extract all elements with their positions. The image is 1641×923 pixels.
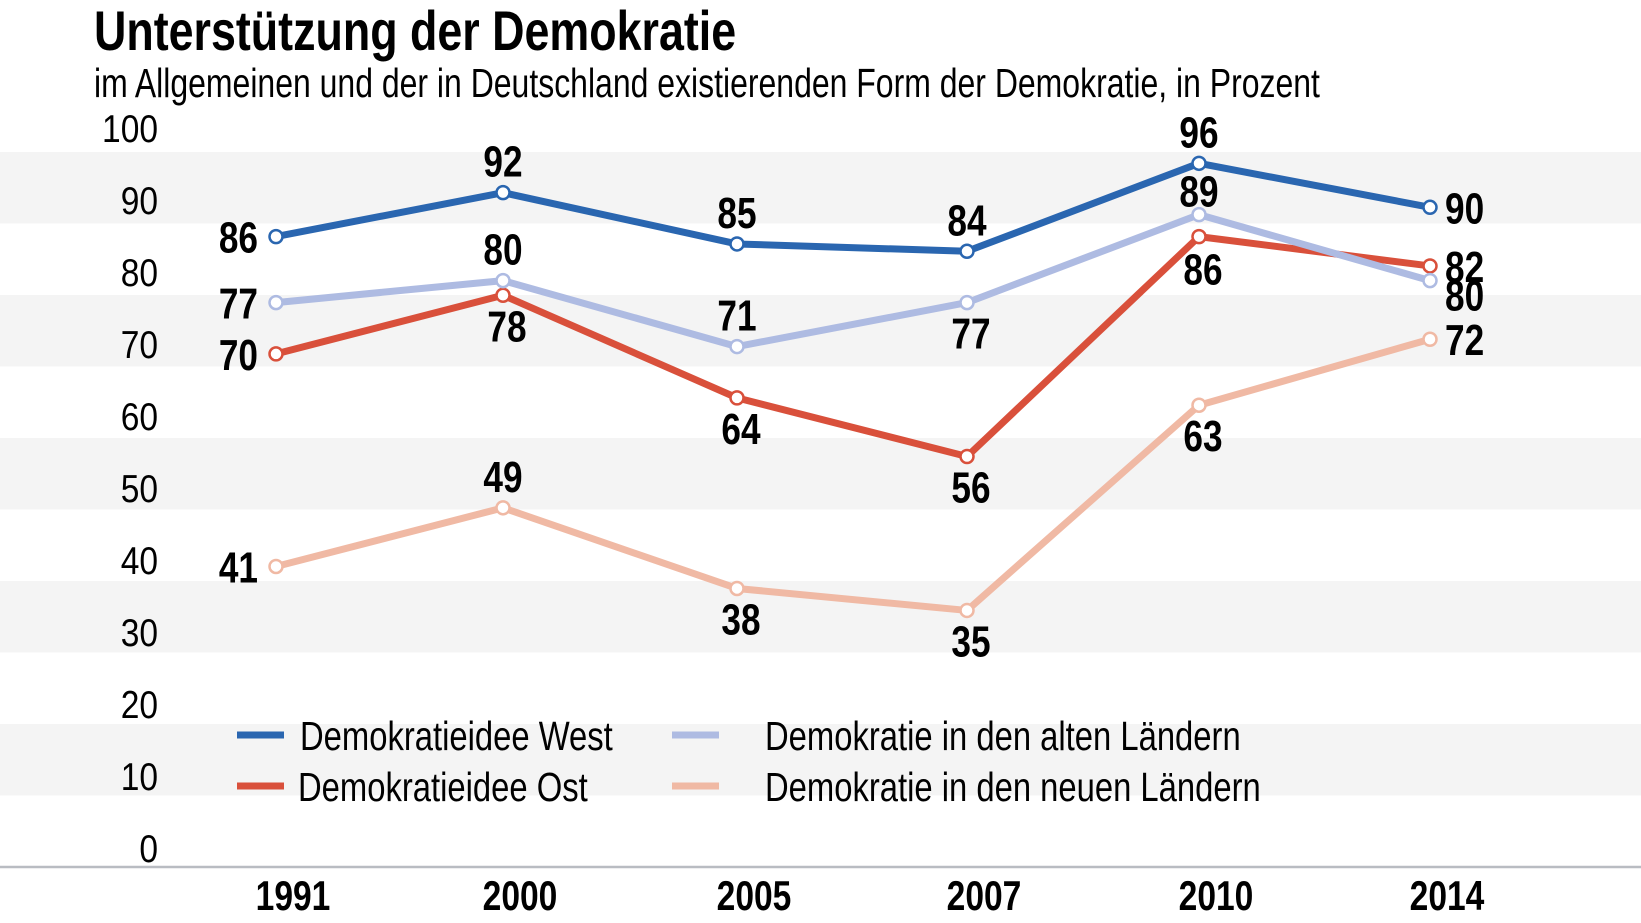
x-axis-tick-labels: 1991 2000 2005 2007 2010 2014: [256, 874, 1485, 920]
data-label: 77: [951, 310, 990, 359]
y-tick-label: 100: [102, 107, 158, 151]
y-tick-label: 70: [121, 323, 158, 367]
grid-band: [0, 438, 1641, 510]
data-point: [495, 272, 511, 289]
series-points: [268, 155, 1438, 619]
series-line-demokratieidee-west: [272, 159, 1434, 255]
series-line-demokratieidee-ost: [272, 233, 1434, 461]
data-label: 64: [721, 405, 760, 454]
grid-band: [0, 152, 1641, 224]
data-point: [268, 294, 284, 311]
data-point: [495, 184, 511, 201]
y-tick-label: 20: [121, 683, 158, 727]
data-label: 63: [1183, 413, 1222, 462]
data-label: 86: [1183, 246, 1222, 295]
data-point: [729, 236, 745, 252]
legend: Demokratieidee West Demokratieidee Ost Dem…: [237, 712, 1261, 810]
data-label: 71: [717, 292, 756, 341]
x-tick-label: 2010: [1179, 874, 1254, 920]
data-point: [495, 500, 511, 516]
y-tick-label: 30: [121, 611, 158, 655]
data-point: [1422, 272, 1438, 289]
data-point: [1191, 206, 1207, 223]
data-point: [1422, 331, 1438, 347]
data-label: 84: [947, 197, 986, 246]
data-label: 41: [219, 544, 258, 593]
legend-item-demokratieidee-ost: Demokratieidee Ost: [237, 763, 588, 810]
series-line-demokratie-in-den-neuen-laendern: [272, 335, 1434, 614]
legend-item-demokratie-in-den-neuen-laendern: Demokratie in den neuen Ländern: [672, 763, 1261, 810]
legend-label: Demokratieidee Ost: [298, 763, 588, 809]
data-label: 85: [717, 189, 756, 238]
series-line-demokratie-in-den-alten-laendern: [272, 211, 1434, 351]
data-label: 77: [219, 280, 258, 329]
data-label: 80: [1445, 272, 1484, 321]
data-label: 90: [1445, 185, 1484, 234]
data-label: 86: [219, 214, 258, 263]
data-point: [268, 346, 284, 362]
y-tick-label: 10: [121, 755, 158, 799]
data-point: [1422, 258, 1438, 274]
data-point: [959, 602, 975, 619]
y-tick-label: 60: [121, 395, 158, 439]
x-tick-label: 2000: [483, 874, 558, 920]
legend-item-demokratie-in-den-alten-laendern: Demokratie in den alten Ländern: [672, 712, 1241, 759]
data-point: [729, 390, 745, 406]
x-tick-label: 1991: [256, 874, 331, 920]
data-point: [1191, 155, 1207, 172]
x-tick-label: 2014: [1410, 874, 1485, 920]
y-tick-label: 50: [121, 467, 158, 511]
data-point: [268, 558, 284, 575]
data-point: [1191, 228, 1207, 245]
x-tick-label: 2007: [947, 874, 1022, 920]
grid-band: [0, 581, 1641, 653]
data-label: 96: [1179, 109, 1218, 158]
background-bands: [0, 152, 1641, 796]
y-tick-label: 90: [121, 179, 158, 223]
data-point: [495, 287, 511, 304]
data-label: 92: [483, 138, 522, 187]
data-label: 49: [483, 453, 522, 502]
data-point: [959, 243, 975, 260]
legend-label: Demokratie in den neuen Ländern: [765, 763, 1261, 809]
y-tick-label: 0: [139, 827, 158, 871]
data-label: 70: [219, 331, 258, 380]
x-tick-label: 2005: [717, 874, 792, 920]
data-point: [729, 580, 745, 597]
y-tick-label: 40: [121, 539, 158, 583]
y-tick-label: 80: [121, 251, 158, 295]
data-label: 35: [951, 618, 990, 667]
data-point: [1422, 199, 1438, 216]
data-label: 56: [951, 464, 990, 513]
data-point: [959, 448, 975, 465]
y-axis-tick-labels: 0 10 20 30 40 50 60 70 80 90 100: [102, 107, 158, 871]
data-labels: 86 92 85 84 96 90 77 80 71 77 89 80 70 78 64 56 86 82 41 49…: [219, 109, 1484, 667]
legend-label: Demokratieidee West: [300, 712, 613, 758]
data-label: 38: [721, 596, 760, 645]
data-point: [1191, 397, 1207, 413]
data-label: 72: [1445, 317, 1484, 366]
chart-title: Unterstützung der Demokratie: [94, 0, 736, 62]
legend-item-demokratieidee-west: Demokratieidee West: [237, 712, 613, 759]
data-label: 82: [1445, 243, 1484, 292]
chart-subtitle: im Allgemeinen und der in Deutschland ex…: [94, 60, 1320, 106]
series-lines: [272, 159, 1434, 614]
data-label: 89: [1179, 168, 1218, 217]
data-point: [729, 338, 745, 355]
legend-label: Demokratie in den alten Ländern: [765, 712, 1241, 758]
data-point: [959, 294, 975, 311]
data-point: [268, 228, 284, 245]
data-label: 80: [483, 226, 522, 275]
data-label: 78: [487, 303, 526, 352]
